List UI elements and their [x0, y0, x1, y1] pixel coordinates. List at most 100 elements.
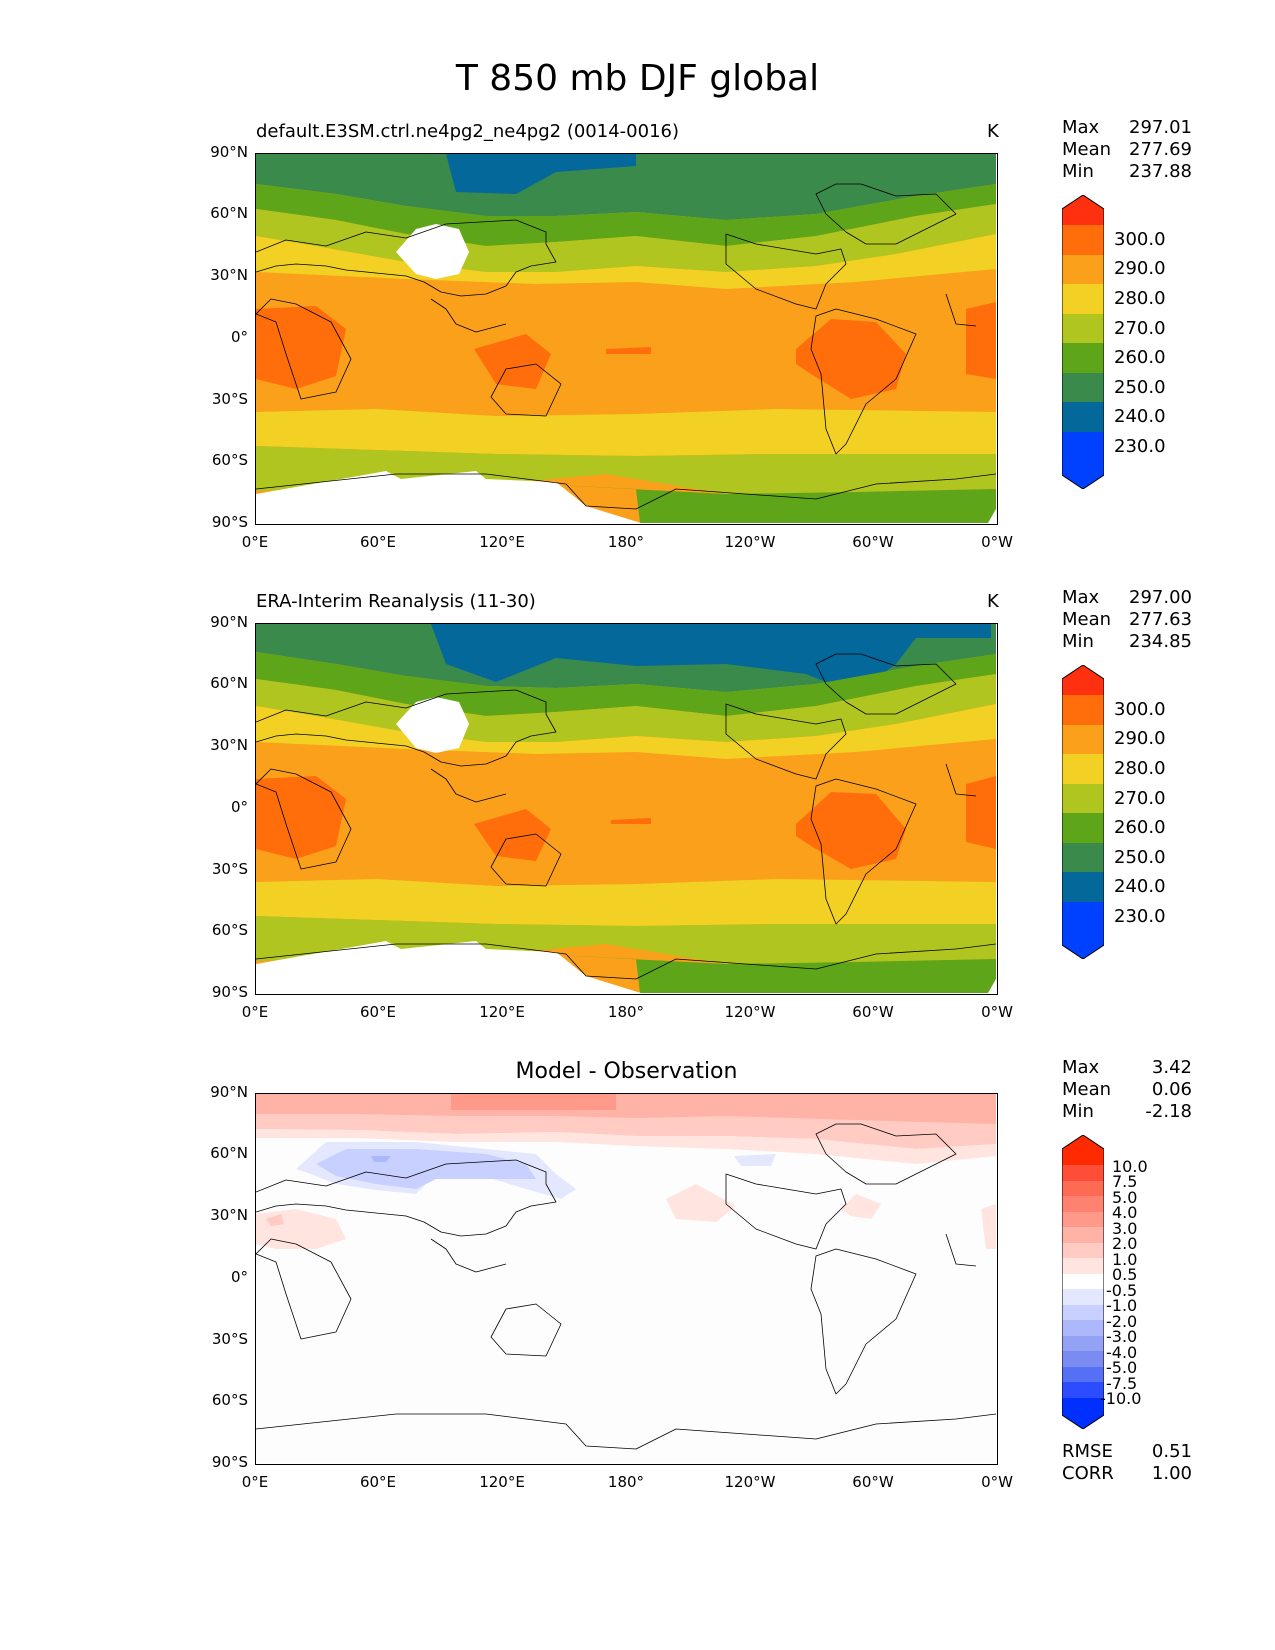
stat-min: -2.18 [1145, 1101, 1192, 1122]
stat-label: Mean [1062, 139, 1112, 160]
panel3-y-tick: 60°S [211, 1391, 248, 1409]
panel3-y-tick: 30°N [210, 1206, 248, 1224]
stat-label: Mean [1062, 1079, 1112, 1100]
panel3-y-tick: 90°S [211, 1453, 248, 1471]
panel2-y-tick: 90°S [211, 983, 248, 1001]
panel2-x-tick: 120°E [479, 1003, 525, 1021]
colorbar-label: 0.5 [1112, 1265, 1138, 1284]
panel3-x-tick: 180° [607, 1473, 645, 1491]
panel1-y-tick: 60°S [211, 451, 248, 469]
colorbar-label: 10.0 [1112, 1157, 1148, 1176]
colorbar-label: -5.0 [1106, 1358, 1138, 1377]
colorbar-label: 230.0 [1114, 906, 1166, 927]
panel2-stats: Max 297.00 Mean 277.63 Min 234.85 [1062, 587, 1192, 653]
stat-label: Min [1062, 161, 1094, 182]
colorbar-label: -4.0 [1106, 1343, 1138, 1362]
panel1-y-tick: 90°S [211, 513, 248, 531]
panel3-y-tick: 0° [230, 1268, 248, 1286]
panel1-y-tick: 0° [230, 328, 248, 346]
stat-max: 297.01 [1129, 117, 1192, 138]
panel1-x-tick: 60°W [852, 533, 894, 551]
colorbar-label: 260.0 [1114, 347, 1166, 368]
panel1-x-tick: 180° [607, 533, 645, 551]
panel1-colorbar [1062, 195, 1104, 489]
panel1-x-tick: 0°E [241, 533, 269, 551]
stat-max: 3.42 [1151, 1057, 1192, 1078]
colorbar-label: 290.0 [1114, 258, 1166, 279]
stat-label: Min [1062, 631, 1094, 652]
panel1-title: default.E3SM.ctrl.ne4pg2_ne4pg2 (0014-00… [256, 121, 679, 142]
stat-min: 237.88 [1129, 161, 1192, 182]
panel1-x-tick: 120°W [724, 533, 776, 551]
panel1-y-tick: 30°N [210, 266, 248, 284]
panel3-x-tick: 60°E [359, 1473, 397, 1491]
panel1-units: K [987, 121, 999, 142]
colorbar-label: 240.0 [1114, 876, 1166, 897]
colorbar-label: 5.0 [1112, 1188, 1138, 1207]
colorbar-label: 4.0 [1112, 1203, 1138, 1222]
figure-title: T 850 mb DJF global [455, 58, 820, 99]
colorbar-label: 250.0 [1114, 377, 1166, 398]
colorbar-label: -3.0 [1106, 1327, 1138, 1346]
panel2-map [255, 623, 998, 995]
colorbar-label: 300.0 [1114, 229, 1166, 250]
panel3-x-tick: 60°W [852, 1473, 894, 1491]
colorbar-label: 240.0 [1114, 406, 1166, 427]
colorbar-label: 7.5 [1112, 1172, 1138, 1191]
panel3-title: Model - Observation [515, 1059, 738, 1084]
stat-label: Max [1062, 587, 1100, 608]
stat-max: 297.00 [1129, 587, 1192, 608]
stat-mean: 277.63 [1129, 609, 1192, 630]
panel3-x-tick: 120°W [724, 1473, 776, 1491]
colorbar-label: -7.5 [1106, 1374, 1138, 1393]
stat-min: 234.85 [1129, 631, 1192, 652]
panel1-x-tick: 0°W [981, 533, 1013, 551]
panel2-y-tick: 30°N [210, 736, 248, 754]
panel3-y-tick: 90°N [210, 1083, 248, 1101]
colorbar-label: -1.0 [1106, 1296, 1138, 1315]
stat-label: Max [1062, 117, 1100, 138]
colorbar-label: 1.0 [1112, 1250, 1138, 1269]
colorbar-label: 300.0 [1114, 699, 1166, 720]
panel2-x-tick: 0°E [241, 1003, 269, 1021]
panel1-temperature-field [256, 154, 996, 523]
stat-label: Max [1062, 1057, 1100, 1078]
panel3-difference-field [256, 1094, 996, 1463]
panel2-x-tick: 60°W [852, 1003, 894, 1021]
panel3-stats: Max 3.42 Mean 0.06 Min -2.18 [1062, 1057, 1192, 1123]
panel2-temperature-field [256, 624, 996, 993]
panel3-y-tick: 30°S [211, 1330, 248, 1348]
panel2-y-tick: 90°N [210, 613, 248, 631]
colorbar-label: 230.0 [1114, 436, 1166, 457]
colorbar-label: -0.5 [1106, 1281, 1138, 1300]
stat-mean: 0.06 [1151, 1079, 1192, 1100]
stat-label: Min [1062, 1101, 1094, 1122]
colorbar-label: -2.0 [1106, 1312, 1138, 1331]
panel2-x-tick: 180° [607, 1003, 645, 1021]
panel2-y-tick: 60°S [211, 921, 248, 939]
colorbar-label: 270.0 [1114, 318, 1166, 339]
colorbar-label: 3.0 [1112, 1219, 1138, 1238]
panel2-x-tick: 0°W [981, 1003, 1013, 1021]
colorbar-label: 270.0 [1114, 788, 1166, 809]
panel2-y-tick: 30°S [211, 860, 248, 878]
colorbar-label: 290.0 [1114, 728, 1166, 749]
panel3-metrics: RMSE 0.51 CORR 1.00 [1062, 1441, 1192, 1485]
panel2-units: K [987, 591, 999, 612]
panel1-y-tick: 60°N [210, 204, 248, 222]
colorbar-label: 260.0 [1114, 817, 1166, 838]
panel3-x-tick: 0°E [241, 1473, 269, 1491]
panel1-y-tick: 30°S [211, 390, 248, 408]
panel1-x-tick: 60°E [359, 533, 397, 551]
metric-label: CORR [1062, 1463, 1114, 1484]
colorbar-label: 280.0 [1114, 288, 1166, 309]
metric-rmse: 0.51 [1151, 1441, 1192, 1462]
panel2-x-tick: 120°W [724, 1003, 776, 1021]
colorbar-label: 250.0 [1114, 847, 1166, 868]
panel1-x-tick: 120°E [479, 533, 525, 551]
metric-label: RMSE [1062, 1441, 1113, 1462]
panel2-x-tick: 60°E [359, 1003, 397, 1021]
panel3-x-tick: 0°W [981, 1473, 1013, 1491]
panel2-colorbar [1062, 665, 1104, 959]
panel1-stats: Max 297.01 Mean 277.69 Min 237.88 [1062, 117, 1192, 183]
